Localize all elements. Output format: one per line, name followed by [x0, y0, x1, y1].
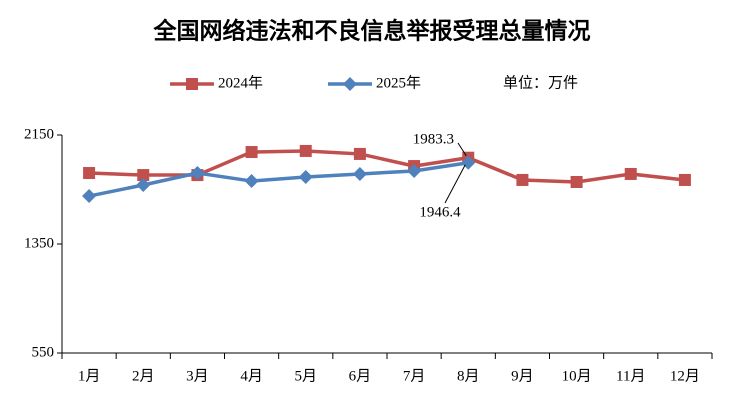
marker	[136, 178, 151, 193]
data-label: 1983.3	[413, 131, 454, 147]
x-tick-label: 4月	[240, 368, 263, 384]
marker	[624, 167, 637, 180]
marker	[298, 169, 313, 184]
chart-title: 全国网络违法和不良信息举报受理总量情况	[153, 18, 591, 45]
x-tick-label: 1月	[78, 368, 101, 384]
marker	[186, 78, 198, 90]
x-tick-label: 7月	[403, 368, 426, 384]
marker	[244, 174, 259, 189]
marker	[299, 144, 312, 157]
unit-label: 单位：万件	[503, 74, 578, 91]
data-label: 1946.4	[419, 204, 461, 220]
x-tick-label: 2月	[132, 368, 155, 384]
x-tick-label: 11月	[616, 368, 645, 384]
y-tick-label: 550	[32, 344, 55, 360]
marker	[190, 166, 205, 181]
x-tick-label: 5月	[294, 368, 317, 384]
annotation-leader	[457, 142, 467, 156]
marker	[516, 173, 529, 186]
marker	[353, 147, 366, 160]
marker	[407, 163, 422, 178]
marker	[245, 146, 258, 159]
x-tick-label: 9月	[511, 368, 534, 384]
legend-label: 2025年	[376, 74, 421, 91]
series-line	[88, 161, 469, 198]
marker	[137, 169, 150, 182]
marker	[83, 167, 96, 180]
marker	[678, 173, 691, 186]
marker	[570, 176, 583, 189]
y-tick-label: 1350	[24, 235, 54, 251]
x-tick-label: 12月	[670, 368, 700, 384]
x-tick-label: 3月	[186, 368, 209, 384]
legend-label: 2024年	[218, 74, 263, 91]
annotation-leader	[444, 164, 466, 204]
x-tick-label: 6月	[349, 368, 372, 384]
marker	[352, 166, 367, 181]
y-tick-label: 2150	[24, 126, 54, 142]
x-tick-label: 8月	[457, 368, 480, 384]
x-tick-label: 10月	[562, 368, 592, 384]
marker	[82, 189, 97, 204]
marker	[343, 77, 357, 91]
